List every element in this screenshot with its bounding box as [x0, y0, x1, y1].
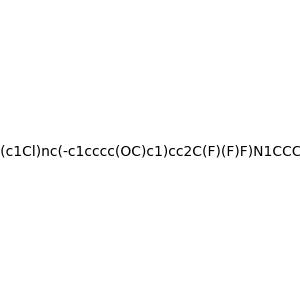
Text: O=C(c1nn2c(c1Cl)nc(-c1cccc(OC)c1)cc2C(F)(F)F)N1CCCCC1c1cccnc1: O=C(c1nn2c(c1Cl)nc(-c1cccc(OC)c1)cc2C(F)… [0, 145, 300, 158]
